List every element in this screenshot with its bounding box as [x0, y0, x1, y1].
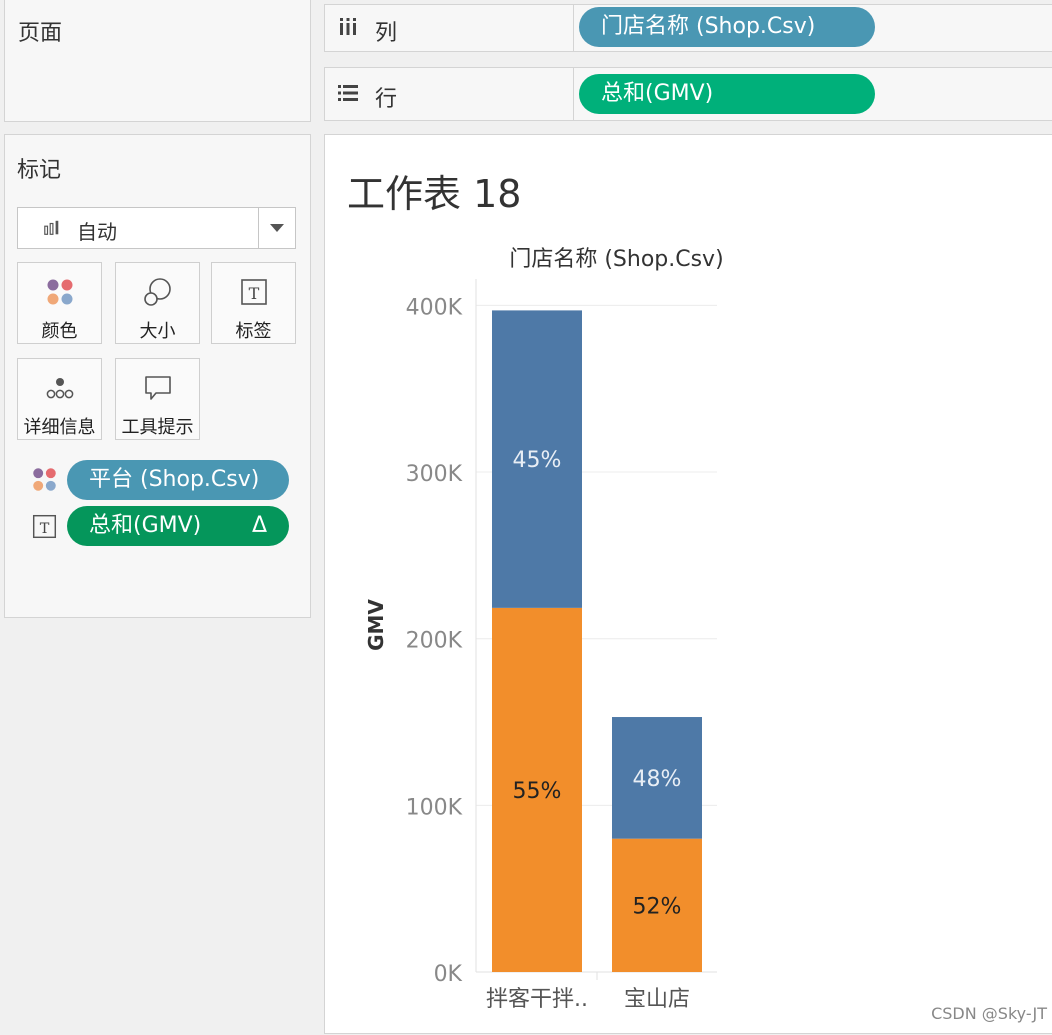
y-tick-label: 0K — [434, 962, 463, 987]
rows-shelf[interactable]: 行 总和(GMV) — [324, 67, 1052, 121]
bar-segment — [612, 838, 702, 972]
color-dots-icon — [47, 279, 72, 305]
column-pill-shop-name[interactable]: 门店名称 (Shop.Csv) — [579, 7, 875, 47]
bar-data-label: 52% — [633, 894, 682, 919]
size-button[interactable]: 大小 — [115, 262, 200, 344]
bar-segment — [612, 717, 702, 839]
tooltip-button[interactable]: 工具提示 — [115, 358, 200, 440]
columns-shelf-label: 列 — [325, 5, 574, 51]
bar-data-label: 45% — [513, 448, 562, 473]
color-dots-icon — [33, 468, 56, 491]
chevron-down-icon[interactable] — [270, 224, 284, 232]
dropdown-divider — [258, 208, 259, 248]
pages-panel: 页面 — [4, 0, 311, 122]
stacked-bar-chart: 门店名称 (Shop.Csv) 0K 100K 200K 300K 400K GMV 55% 4… — [364, 247, 724, 1012]
mark-type-value: 自动 — [77, 220, 117, 244]
columns-shelf-text: 列 — [375, 21, 398, 46]
detail-dots-icon — [46, 378, 73, 399]
y-tick-label: 100K — [406, 795, 463, 820]
y-tick-label: 300K — [406, 462, 463, 487]
bar-segment — [492, 310, 582, 608]
y-tick-label: 400K — [406, 295, 463, 320]
watermark: CSDN @Sky-JT — [931, 1004, 1047, 1023]
columns-icon — [340, 18, 356, 35]
color-button[interactable]: 颜色 — [17, 262, 102, 344]
rows-icon — [338, 85, 358, 101]
marks-field-sum-gmv[interactable]: 总和(GMV) Δ — [67, 506, 289, 546]
columns-shelf[interactable]: 列 门店名称 (Shop.Csv) — [324, 4, 1052, 52]
marks-field-platform[interactable]: 平台 (Shop.Csv) — [67, 460, 289, 500]
tooltip-button-label: 工具提示 — [121, 417, 194, 438]
color-button-label: 颜色 — [41, 321, 78, 342]
text-label-icon: T — [32, 514, 57, 539]
label-button[interactable]: T 标签 — [211, 262, 296, 344]
mark-type-dropdown[interactable]: 自动 — [17, 207, 296, 249]
size-button-label: 大小 — [139, 321, 176, 342]
x-category-label: 宝山店 — [624, 987, 690, 1012]
marks-panel-title: 标记 — [17, 158, 62, 183]
text-label-icon: T — [240, 279, 267, 305]
bar-segment — [492, 607, 582, 972]
bar-data-label: 48% — [633, 767, 682, 792]
svg-text:T: T — [248, 284, 259, 303]
size-circles-icon — [143, 278, 171, 306]
tooltip-bubble-icon — [144, 376, 171, 400]
y-tick-label: 200K — [406, 629, 463, 654]
label-button-label: 标签 — [235, 321, 272, 342]
marks-field-sum-gmv-label: 总和(GMV) — [89, 513, 202, 538]
x-category-label: 拌客干拌.. — [486, 987, 588, 1012]
row-pill-sum-gmv[interactable]: 总和(GMV) — [579, 74, 875, 114]
worksheet-view: 工作表 18 门店名称 (Shop.Csv) 0K 100K 200K 300K 400K… — [324, 134, 1052, 1034]
column-header: 门店名称 (Shop.Csv) — [509, 247, 723, 272]
detail-button[interactable]: 详细信息 — [17, 358, 102, 440]
pages-panel-title: 页面 — [18, 21, 63, 46]
detail-button-label: 详细信息 — [23, 417, 96, 438]
rows-shelf-text: 行 — [375, 87, 398, 112]
svg-text:T: T — [40, 521, 50, 537]
bar-data-label: 55% — [513, 779, 562, 804]
sheet-title: 工作表 18 — [347, 172, 522, 216]
table-calc-delta-icon: Δ — [251, 513, 267, 538]
y-axis-title: GMV — [364, 599, 388, 651]
bar-chart-icon — [44, 220, 59, 235]
rows-shelf-label: 行 — [325, 68, 574, 120]
